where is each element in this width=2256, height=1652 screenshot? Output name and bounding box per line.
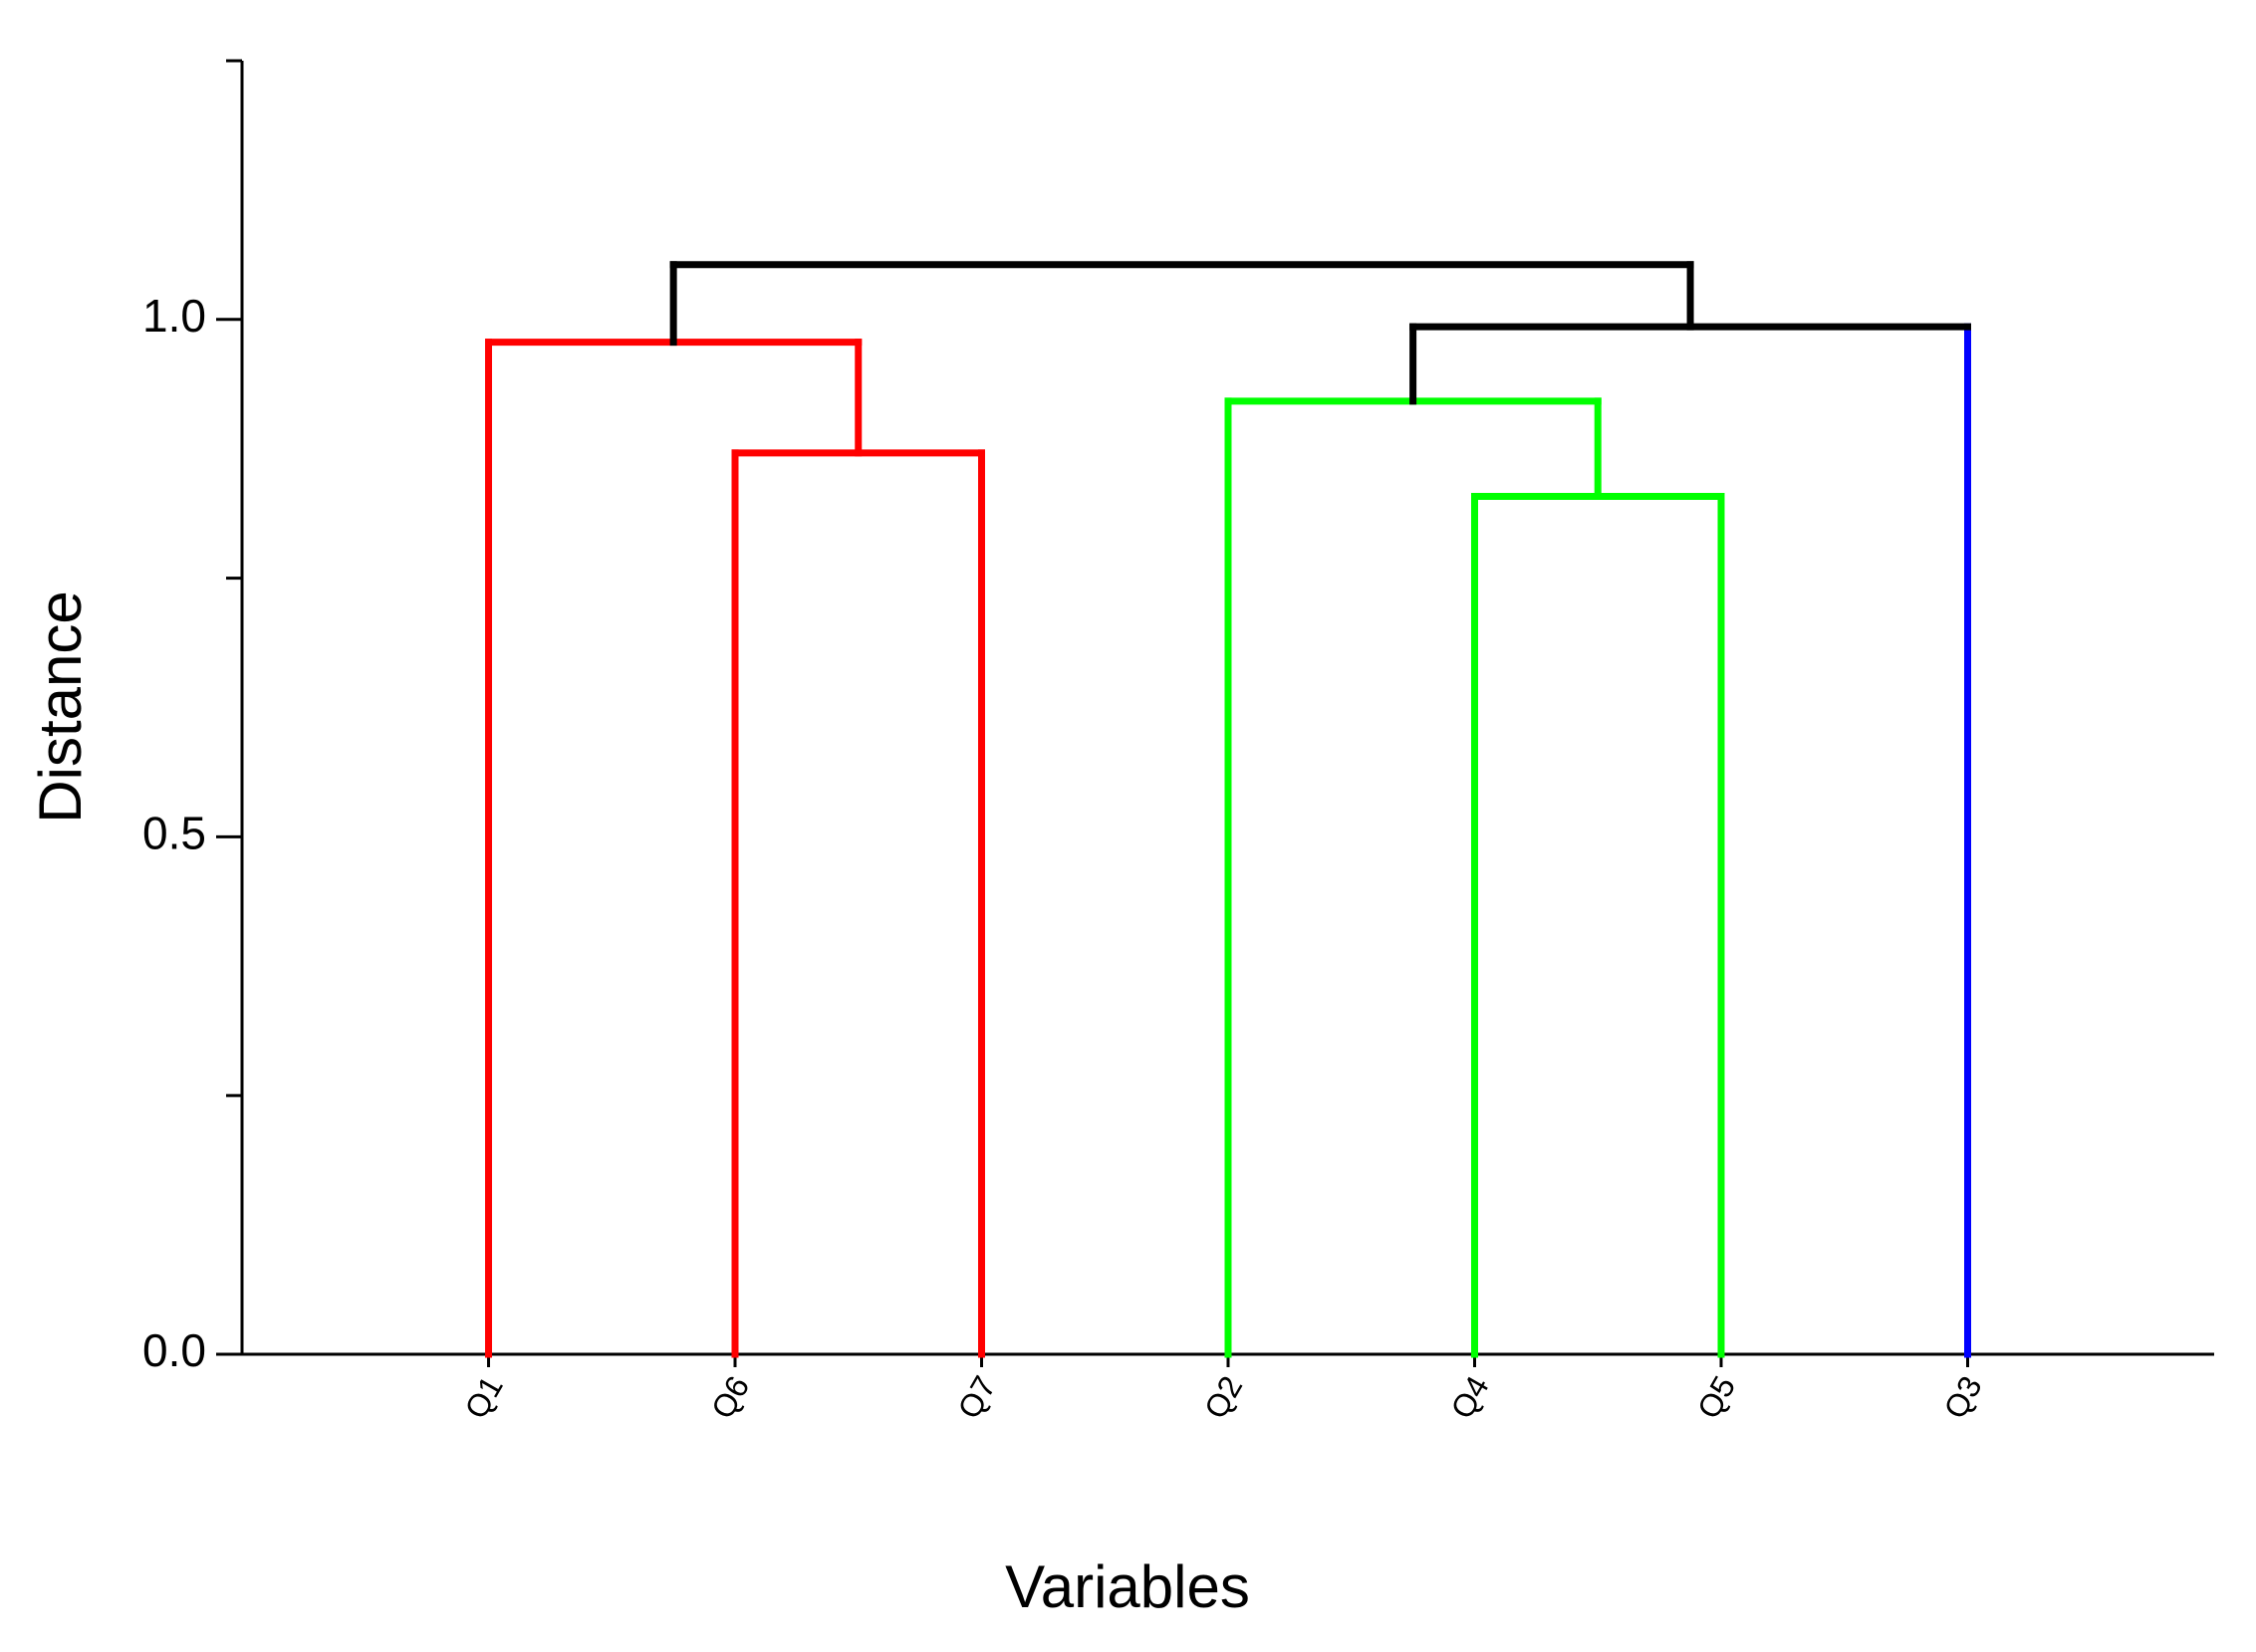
- y-tick-label: 1.0: [142, 290, 206, 342]
- y-tick-label: 0.0: [142, 1324, 206, 1376]
- leaf-label: Q5: [1690, 1370, 1743, 1425]
- x-axis-title: Variables: [1005, 1553, 1250, 1620]
- leaf-label: Q6: [704, 1370, 757, 1425]
- leaf-label: Q1: [457, 1370, 510, 1425]
- leaf-label: Q2: [1197, 1370, 1250, 1425]
- leaf-label: Q4: [1443, 1370, 1496, 1425]
- y-tick-label: 0.5: [142, 808, 206, 859]
- leaf-label: Q7: [950, 1370, 1003, 1425]
- y-axis-title: Distance: [27, 590, 94, 823]
- leaf-label: Q3: [1936, 1370, 1989, 1425]
